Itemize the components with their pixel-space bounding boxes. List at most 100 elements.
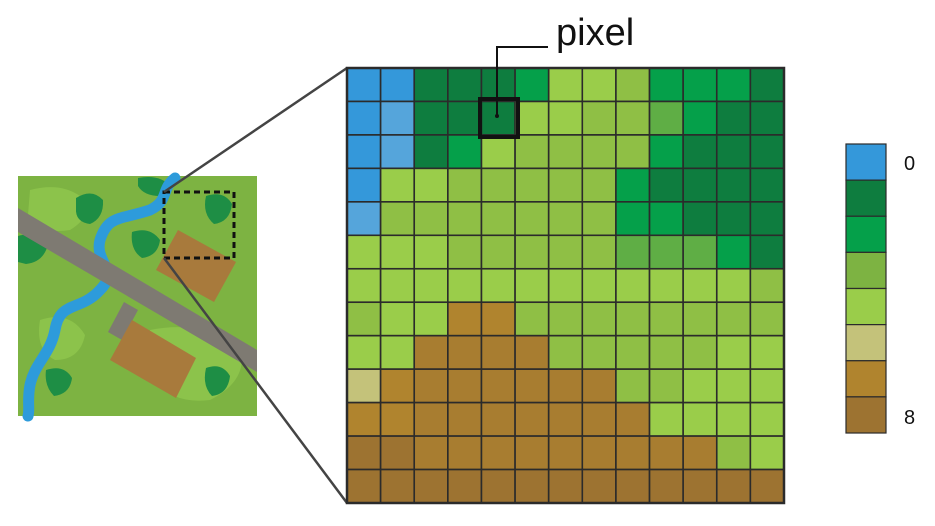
raster-pixel-cell (615, 100, 651, 136)
raster-pixel-cell (379, 468, 416, 504)
building (156, 230, 236, 302)
raster-pixel-cell (346, 468, 382, 504)
building (110, 320, 196, 398)
raster-pixel-cell (715, 435, 752, 471)
raster-pixel-cell (346, 368, 382, 404)
raster-pixel-cell (547, 201, 584, 237)
raster-pixel-cell (413, 301, 449, 337)
raster-pixel-cell (379, 334, 416, 370)
raster-pixel-cell (648, 401, 684, 437)
raster-pixel-cell (581, 167, 617, 203)
raster-pixel-cell (715, 334, 752, 370)
raster-pixel-cell (346, 134, 382, 170)
raster-pixel-cell (615, 401, 651, 437)
raster-pixel-cell (514, 234, 550, 270)
raster-pixel-cell (648, 267, 684, 304)
raster-pixel-cell (413, 201, 449, 237)
raster-pixel-cell (581, 134, 617, 170)
value-legend (845, 143, 887, 434)
raster-pixel-cell (379, 134, 416, 170)
raster-pixel-cell (648, 100, 684, 136)
raster-pixel-cell (379, 100, 416, 136)
raster-pixel-cell (447, 368, 483, 404)
raster-pixel-cell (615, 167, 651, 203)
raster-pixel-cell (615, 468, 651, 504)
raster-pixel-cell (648, 67, 684, 103)
raster-pixel-cell (379, 368, 416, 404)
raster-pixel-cell (749, 468, 785, 504)
raster-pixel-cell (514, 201, 550, 237)
forest-patch (75, 193, 104, 224)
raster-pixel-cell (715, 100, 752, 136)
raster-pixel-cell (682, 201, 718, 237)
raster-pixel-cell (514, 334, 550, 370)
raster-pixel-cell (413, 435, 449, 471)
pixel-label: pixel (556, 12, 634, 54)
raster-grid-border (345, 66, 786, 505)
raster-pixel-cell (547, 167, 584, 203)
raster-pixel-cell (749, 134, 785, 170)
raster-pixel-cell (346, 100, 382, 136)
legend-swatch (845, 251, 887, 290)
raster-pixel-cell (480, 167, 516, 203)
forest-patch (205, 194, 232, 224)
raster-pixel-cell (547, 301, 584, 337)
raster-pixel-cell (682, 267, 718, 304)
legend-swatch (845, 324, 887, 362)
raster-pixel-cell (581, 401, 617, 437)
forest-patch (131, 230, 160, 258)
raster-pixel-cell (615, 301, 651, 337)
raster-pixel-cell (514, 468, 550, 504)
legend-swatch (845, 287, 887, 326)
river (22, 172, 181, 422)
zoom-connector-top (163, 66, 348, 194)
road (18, 208, 257, 372)
legend-swatch (845, 143, 887, 181)
raster-pixel-cell (379, 267, 416, 304)
zoom-selection-box (162, 190, 236, 260)
raster-pixel-cell (682, 468, 718, 504)
forest-patch (204, 366, 230, 396)
raster-pixel-cell (682, 401, 718, 437)
raster-pixel-cell (715, 401, 752, 437)
raster-pixel-cell (514, 67, 550, 103)
raster-pixel-cell (480, 267, 516, 304)
raster-pixel-cell (749, 401, 785, 437)
raster-pixel-cell (413, 100, 449, 136)
raster-pixel-cell (447, 201, 483, 237)
raster-pixel-cell (379, 167, 416, 203)
raster-pixel-cell (581, 234, 617, 270)
raster-pixel-cell (514, 134, 550, 170)
raster-pixel-cell (648, 301, 684, 337)
raster-pixel-cell (648, 334, 684, 370)
raster-pixel-cell (749, 368, 785, 404)
raster-pixel-cell (447, 301, 483, 337)
raster-pixel-cell (682, 435, 718, 471)
raster-pixel-cell (749, 67, 785, 103)
pixel-callout-line (496, 46, 548, 116)
raster-pixel-cell (346, 67, 382, 103)
raster-pixel-cell (346, 301, 382, 337)
raster-pixel-cell (615, 267, 651, 304)
raster-pixel-cell (715, 167, 752, 203)
raster-pixel-cell (346, 435, 382, 471)
raster-pixel-cell (379, 201, 416, 237)
raster-pixel-cell (581, 267, 617, 304)
raster-pixel-cell (413, 67, 449, 103)
raster-pixel-cell (413, 234, 449, 270)
raster-pixel-cell (514, 435, 550, 471)
legend-max-label: 8 (904, 407, 915, 429)
raster-grid (346, 67, 785, 504)
raster-pixel-cell (615, 435, 651, 471)
raster-pixel-cell (346, 234, 382, 270)
raster-pixel-cell (480, 301, 516, 337)
raster-pixel-cell (682, 100, 718, 136)
raster-pixel-cell (480, 368, 516, 404)
grass-patch (28, 187, 86, 231)
raster-pixel-cell (413, 401, 449, 437)
raster-pixel-cell (379, 301, 416, 337)
raster-pixel-cell (447, 468, 483, 504)
raster-pixel-cell (682, 334, 718, 370)
raster-pixel-cell (480, 334, 516, 370)
raster-pixel-cell (648, 167, 684, 203)
